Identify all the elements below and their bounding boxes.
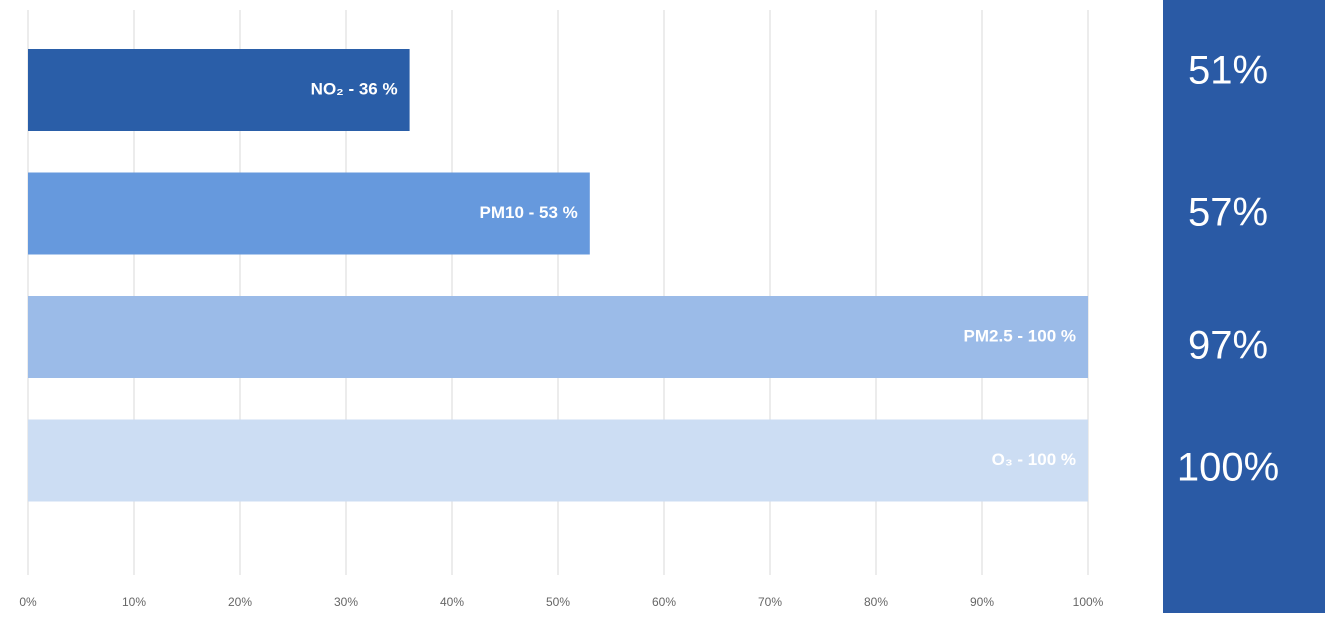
- x-tick-label: 40%: [440, 595, 464, 609]
- bar-label: O₃ - 100 %: [992, 450, 1076, 469]
- x-tick-label: 80%: [864, 595, 888, 609]
- panel-value: 51%: [1188, 49, 1268, 93]
- panel-value: 100%: [1177, 446, 1279, 490]
- x-tick-label: 60%: [652, 595, 676, 609]
- x-tick-label: 30%: [334, 595, 358, 609]
- x-tick-label: 100%: [1073, 595, 1104, 609]
- bar: [28, 296, 1088, 378]
- side-panel: [1163, 0, 1325, 613]
- x-tick-label: 20%: [228, 595, 252, 609]
- bar: [28, 49, 410, 131]
- x-tick-label: 0%: [19, 595, 37, 609]
- x-tick-label: 50%: [546, 595, 570, 609]
- panel-value: 97%: [1188, 324, 1268, 368]
- bar: [28, 172, 590, 255]
- x-tick-label: 90%: [970, 595, 994, 609]
- bar-label: NO₂ - 36 %: [311, 79, 398, 98]
- panel-value: 57%: [1188, 191, 1268, 235]
- x-tick-label: 70%: [758, 595, 782, 609]
- x-tick-label: 10%: [122, 595, 146, 609]
- bar-label: PM10 - 53 %: [480, 203, 578, 222]
- bar: [28, 419, 1088, 502]
- bar-label: PM2.5 - 100 %: [964, 326, 1076, 345]
